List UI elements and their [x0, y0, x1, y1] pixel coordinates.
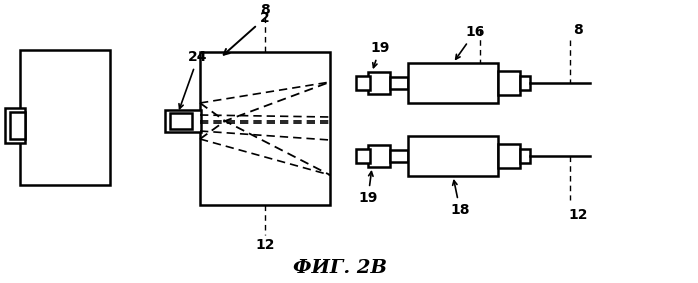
- Text: 19: 19: [358, 171, 378, 205]
- Bar: [520, 149, 530, 163]
- Bar: [408, 63, 498, 103]
- Text: 24: 24: [179, 50, 208, 109]
- Bar: [408, 136, 498, 176]
- Bar: [170, 113, 192, 129]
- Bar: [356, 149, 370, 163]
- Bar: [165, 110, 201, 132]
- Text: 8: 8: [260, 3, 270, 17]
- Text: 18: 18: [450, 181, 470, 217]
- Bar: [498, 71, 520, 95]
- Bar: [10, 112, 25, 139]
- Text: ФИГ. 2В: ФИГ. 2В: [293, 259, 387, 277]
- Bar: [368, 145, 390, 167]
- Text: 16: 16: [456, 25, 484, 59]
- Text: 19: 19: [371, 41, 389, 68]
- Bar: [520, 76, 530, 90]
- Bar: [5, 108, 25, 143]
- Bar: [356, 76, 370, 90]
- Bar: [200, 52, 330, 205]
- Bar: [20, 50, 110, 185]
- Text: 12: 12: [568, 208, 588, 222]
- Text: 8: 8: [573, 23, 583, 37]
- Bar: [390, 77, 408, 89]
- Bar: [498, 144, 520, 168]
- Text: 12: 12: [255, 238, 275, 252]
- Text: 2: 2: [223, 11, 270, 55]
- Bar: [390, 150, 408, 162]
- Bar: [368, 72, 390, 94]
